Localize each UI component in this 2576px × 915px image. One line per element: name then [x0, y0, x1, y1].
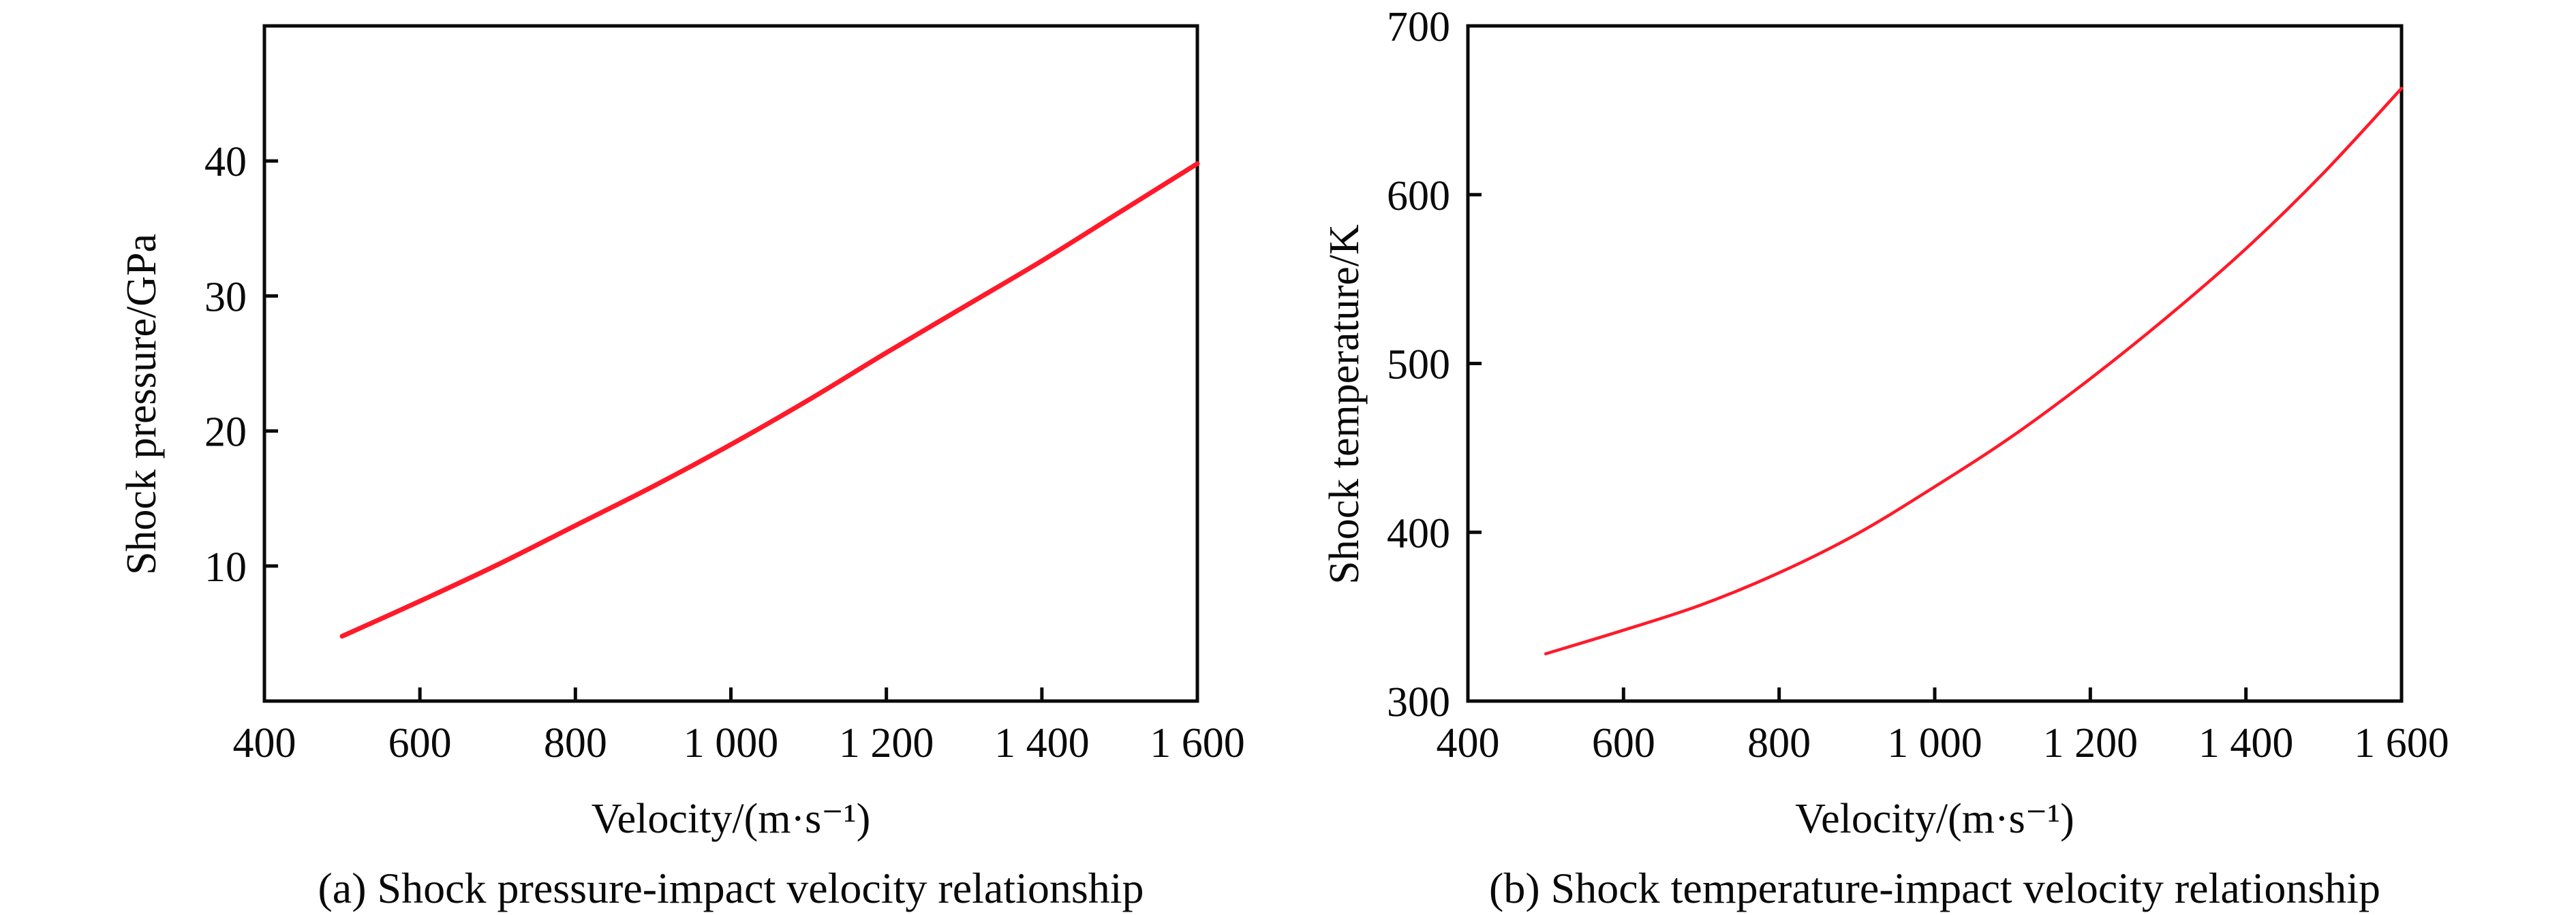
x-tick-label: 1 400 — [2198, 720, 2294, 766]
y-tick-label: 30 — [204, 274, 247, 320]
chart-b-plot-frame — [1466, 24, 2404, 703]
chart-b-y-ticks: 300 400 500 600 700 — [1387, 4, 1482, 726]
x-tick-label: 1 600 — [2354, 720, 2449, 766]
y-tick-label: 500 — [1387, 342, 1450, 388]
x-tick-label: 1 200 — [2043, 720, 2138, 766]
chart-a-x-axis-label: Velocity/(m·s⁻¹) — [592, 796, 870, 842]
x-tick-label: 1 600 — [1150, 720, 1245, 766]
x-tick-label: 600 — [1592, 720, 1655, 766]
x-tick-label: 1 400 — [994, 720, 1090, 766]
chart-b-x-axis-label: Velocity/(m·s⁻¹) — [1795, 796, 2074, 842]
y-tick-label: 700 — [1387, 4, 1450, 50]
y-tick-label: 300 — [1387, 679, 1450, 726]
chart-a-y-axis-label: Shock pressure/GPa — [119, 234, 165, 575]
y-tick-label: 400 — [1387, 510, 1450, 557]
chart-a-shock-pressure: 400 600 800 1 000 1 200 1 400 1 600 10 20 30 40 V… — [119, 24, 1245, 912]
x-tick-label: 800 — [544, 720, 607, 766]
chart-b-y-axis-label: Shock temperature/K — [1321, 224, 1368, 585]
x-tick-label: 1 000 — [684, 720, 779, 766]
x-tick-label: 1 000 — [1887, 720, 1982, 766]
chart-a-y-ticks: 10 20 30 40 — [204, 139, 278, 591]
chart-b-x-ticks: 400 600 800 1 000 1 200 1 400 1 600 — [1437, 687, 2449, 766]
x-tick-label: 1 200 — [839, 720, 934, 766]
x-tick-label: 400 — [233, 720, 296, 766]
y-tick-label: 10 — [204, 544, 247, 591]
chart-a-series-line — [339, 161, 1200, 639]
x-tick-label: 600 — [388, 720, 452, 766]
chart-a-x-ticks: 400 600 800 1 000 1 200 1 400 1 600 — [233, 687, 1245, 766]
chart-a-plot-frame — [262, 24, 1199, 703]
y-tick-label: 40 — [204, 139, 247, 185]
chart-b-caption: (b) Shock temperature-impact velocity re… — [1489, 864, 2380, 912]
chart-b-shock-temperature: 400 600 800 1 000 1 200 1 400 1 600 3004005006… — [1321, 4, 2449, 912]
y-tick-label: 20 — [204, 409, 247, 456]
chart-b-series-line — [1544, 87, 2404, 655]
x-tick-label: 400 — [1437, 720, 1500, 766]
chart-a-caption: (a) Shock pressure-impact velocity relat… — [318, 864, 1144, 912]
x-tick-label: 800 — [1747, 720, 1811, 766]
y-tick-label: 600 — [1387, 173, 1450, 219]
